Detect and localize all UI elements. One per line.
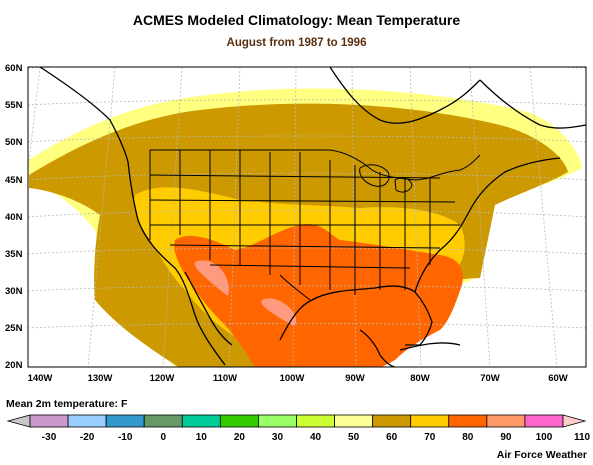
- legend-swatch: [181, 414, 221, 428]
- legend-swatch: [334, 414, 374, 428]
- legend-tick-label: 40: [309, 432, 322, 443]
- lat-label: 25N: [5, 323, 23, 334]
- lat-label: 40N: [5, 212, 23, 223]
- lon-label: 130W: [87, 373, 113, 384]
- lon-label: 60W: [548, 373, 568, 384]
- lat-label: 55N: [5, 100, 23, 111]
- field-90-100-b: [261, 298, 297, 326]
- pacific-coast: [39, 67, 226, 366]
- legend-bar: [6, 414, 587, 428]
- legend-swatch: [486, 414, 526, 428]
- legend-tick-label: -20: [79, 432, 95, 443]
- legend-swatch: [143, 414, 183, 428]
- legend-tick-label: 100: [535, 432, 553, 443]
- lat-label: 60N: [5, 63, 23, 74]
- legend-tick-label: 110: [573, 432, 591, 443]
- legend-swatch: [524, 414, 564, 428]
- lon-label: 100W: [279, 373, 305, 384]
- legend-swatch: [219, 414, 259, 428]
- legend-swatch: [448, 414, 488, 428]
- legend-tick-label: 50: [348, 432, 360, 443]
- legend-swatch: [67, 414, 107, 428]
- legend-high-arrow: [562, 414, 587, 428]
- map-subtitle: August from 1987 to 1996: [226, 37, 367, 49]
- legend-tick-label: 60: [386, 432, 398, 443]
- lon-label: 120W: [149, 373, 175, 384]
- legend-tick-label: 0: [160, 432, 167, 443]
- legend-title: Mean 2m temperature: F: [6, 398, 128, 410]
- lat-label: 45N: [5, 175, 23, 186]
- map-title: ACMES Modeled Climatology: Mean Temperat…: [132, 12, 461, 28]
- field-90-100: [194, 260, 229, 296]
- lat-label: 35N: [5, 249, 23, 260]
- legend-tick-label: 70: [424, 432, 436, 443]
- credit-text: Air Force Weather: [496, 449, 587, 461]
- legend-swatch: [258, 414, 297, 428]
- lat-label: 20N: [5, 360, 23, 371]
- legend-swatch: [105, 414, 145, 428]
- legend-tick-label: 20: [233, 432, 245, 443]
- legend-tick-label: -30: [41, 432, 57, 443]
- cuba-coast: [399, 342, 461, 351]
- field-80-90: [174, 224, 463, 367]
- labrador-coast: [479, 79, 586, 129]
- legend-swatch: [372, 414, 412, 428]
- legend-swatch: [296, 414, 335, 428]
- lat-label: 30N: [5, 286, 23, 297]
- lon-label: 140W: [27, 373, 53, 384]
- legend-swatch: [29, 414, 69, 428]
- lon-label: 70W: [480, 373, 500, 384]
- legend-swatch: [410, 414, 450, 428]
- legend-tick-label: 80: [462, 432, 474, 443]
- yucatan-coast: [359, 329, 396, 367]
- legend-tick-label: 30: [271, 432, 284, 443]
- lon-label: 80W: [410, 373, 430, 384]
- atlantic-coast: [414, 157, 561, 293]
- legend-tick-label: 10: [195, 432, 207, 443]
- lon-label: 110W: [212, 373, 238, 384]
- lat-label: 50N: [5, 137, 23, 148]
- legend-tick-label: -10: [117, 432, 133, 443]
- hudson-coast: [329, 67, 481, 124]
- gulf-coast: [279, 285, 433, 346]
- legend-low-arrow: [6, 414, 31, 428]
- baja-coast: [184, 271, 233, 346]
- lon-label: 90W: [345, 373, 365, 384]
- legend-tick-label: 90: [500, 432, 512, 443]
